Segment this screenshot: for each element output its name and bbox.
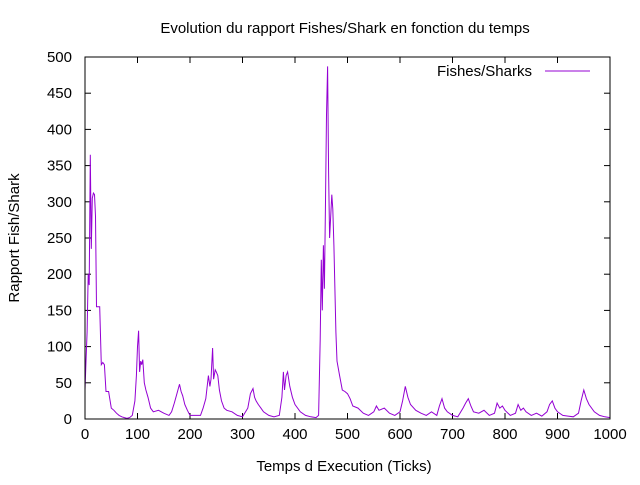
x-tick-label: 700: [440, 426, 465, 443]
plot-frame: [84, 56, 611, 420]
y-tick-label: 400: [47, 121, 72, 138]
y-axis-label: Rapport Fish/Shark: [6, 173, 23, 303]
x-tick-label: 900: [545, 426, 570, 443]
y-tick-label: 350: [47, 158, 72, 175]
x-tick-label: 600: [387, 426, 412, 443]
x-tick-label: 1000: [593, 426, 626, 443]
x-tick-label: 400: [282, 426, 307, 443]
series-line: [84, 66, 611, 419]
y-tick-label: 100: [47, 339, 72, 356]
chart-title: Evolution du rapport Fishes/Shark en fon…: [160, 20, 529, 37]
legend: Fishes/Sharks: [437, 63, 590, 80]
x-tick-label: 800: [492, 426, 517, 443]
y-tick-label: 500: [47, 49, 72, 66]
series-layer: [84, 66, 611, 419]
x-tick-label: 200: [177, 426, 202, 443]
y-tick-label: 450: [47, 85, 72, 102]
x-tick-label: 0: [81, 426, 89, 443]
x-axis-label: Temps d Execution (Ticks): [256, 458, 431, 475]
x-tick-label: 500: [335, 426, 360, 443]
y-tick-label: 50: [55, 375, 72, 392]
axis-ticks: 0 100 200 300 400 500 600 700 800 900 1000 0 50 100 15…: [47, 49, 627, 443]
legend-label: Fishes/Sharks: [437, 63, 532, 80]
x-tick-label: 300: [230, 426, 255, 443]
y-tick-label: 250: [47, 230, 72, 247]
y-tick-label: 0: [64, 411, 72, 428]
y-tick-label: 200: [47, 266, 72, 283]
x-tick-label: 100: [125, 426, 150, 443]
y-tick-label: 150: [47, 302, 72, 319]
y-tick-label: 300: [47, 194, 72, 211]
